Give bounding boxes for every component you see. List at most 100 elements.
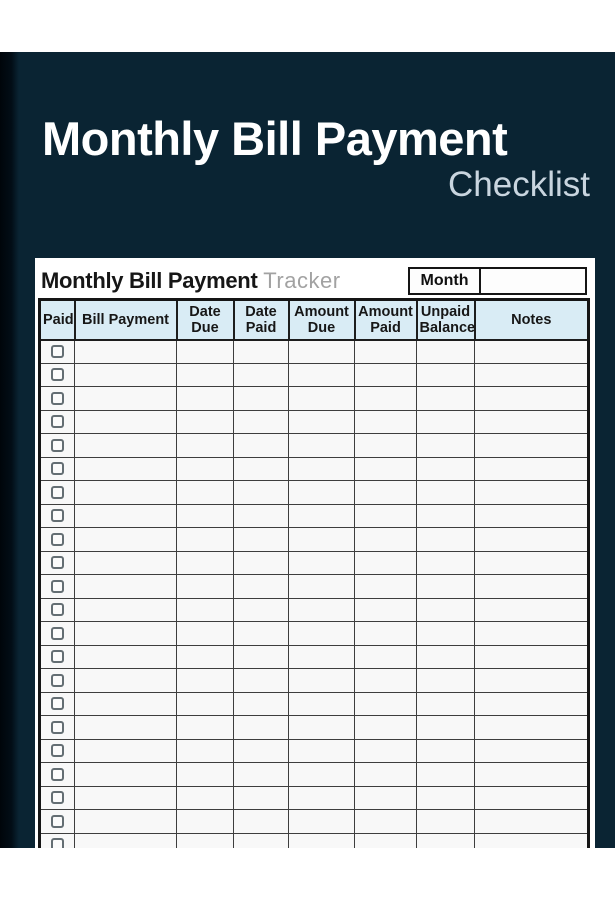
cell-notes[interactable] <box>474 550 589 575</box>
cell-bill-payment[interactable] <box>74 832 177 848</box>
cell-amount-due[interactable] <box>288 762 355 787</box>
cell-date-paid[interactable] <box>233 809 289 834</box>
cell-date-due[interactable] <box>176 644 234 669</box>
cell-notes[interactable] <box>474 362 589 387</box>
cell-amount-due[interactable] <box>288 738 355 763</box>
cell-date-due[interactable] <box>176 550 234 575</box>
cell-notes[interactable] <box>474 738 589 763</box>
cell-unpaid-balance[interactable] <box>416 715 475 740</box>
cell-amount-due[interactable] <box>288 362 355 387</box>
cell-bill-payment[interactable] <box>74 644 177 669</box>
cell-amount-due[interactable] <box>288 550 355 575</box>
cell-bill-payment[interactable] <box>74 597 177 622</box>
cell-unpaid-balance[interactable] <box>416 433 475 458</box>
cell-amount-due[interactable] <box>288 409 355 434</box>
cell-unpaid-balance[interactable] <box>416 456 475 481</box>
cell-amount-due[interactable] <box>288 715 355 740</box>
cell-notes[interactable] <box>474 386 589 411</box>
cell-unpaid-balance[interactable] <box>416 762 475 787</box>
cell-amount-paid[interactable] <box>354 550 417 575</box>
cell-notes[interactable] <box>474 480 589 505</box>
cell-bill-payment[interactable] <box>74 503 177 528</box>
cell-notes[interactable] <box>474 527 589 552</box>
cell-unpaid-balance[interactable] <box>416 668 475 693</box>
cell-amount-due[interactable] <box>288 574 355 599</box>
cell-notes[interactable] <box>474 503 589 528</box>
paid-checkbox[interactable] <box>51 345 64 358</box>
paid-checkbox[interactable] <box>51 579 64 593</box>
paid-checkbox[interactable] <box>51 650 64 664</box>
cell-date-due[interactable] <box>176 597 234 622</box>
cell-unpaid-balance[interactable] <box>416 503 475 528</box>
cell-amount-paid[interactable] <box>354 715 417 740</box>
cell-notes[interactable] <box>474 668 589 693</box>
cell-date-paid[interactable] <box>233 715 289 740</box>
cell-date-paid[interactable] <box>233 550 289 575</box>
cell-amount-paid[interactable] <box>354 527 417 552</box>
cell-amount-due[interactable] <box>288 597 355 622</box>
cell-notes[interactable] <box>474 832 589 848</box>
cell-date-paid[interactable] <box>233 433 289 458</box>
cell-date-paid[interactable] <box>233 597 289 622</box>
paid-checkbox[interactable] <box>51 391 64 405</box>
cell-unpaid-balance[interactable] <box>416 621 475 646</box>
cell-date-paid[interactable] <box>233 503 289 528</box>
cell-date-due[interactable] <box>176 832 234 848</box>
cell-bill-payment[interactable] <box>74 527 177 552</box>
cell-date-paid[interactable] <box>233 574 289 599</box>
cell-unpaid-balance[interactable] <box>416 809 475 834</box>
cell-bill-payment[interactable] <box>74 409 177 434</box>
cell-bill-payment[interactable] <box>74 433 177 458</box>
cell-amount-due[interactable] <box>288 785 355 810</box>
cell-date-due[interactable] <box>176 809 234 834</box>
cell-unpaid-balance[interactable] <box>416 597 475 622</box>
cell-amount-paid[interactable] <box>354 362 417 387</box>
paid-checkbox[interactable] <box>51 791 64 805</box>
cell-amount-paid[interactable] <box>354 409 417 434</box>
cell-date-paid[interactable] <box>233 762 289 787</box>
cell-date-paid[interactable] <box>233 409 289 434</box>
cell-notes[interactable] <box>474 456 589 481</box>
cell-notes[interactable] <box>474 621 589 646</box>
cell-bill-payment[interactable] <box>74 362 177 387</box>
cell-date-paid[interactable] <box>233 527 289 552</box>
cell-amount-due[interactable] <box>288 503 355 528</box>
cell-date-paid[interactable] <box>233 785 289 810</box>
cell-date-paid[interactable] <box>233 668 289 693</box>
cell-amount-paid[interactable] <box>354 738 417 763</box>
cell-bill-payment[interactable] <box>74 480 177 505</box>
cell-unpaid-balance[interactable] <box>416 362 475 387</box>
cell-amount-paid[interactable] <box>354 762 417 787</box>
cell-bill-payment[interactable] <box>74 668 177 693</box>
cell-bill-payment[interactable] <box>74 456 177 481</box>
cell-date-paid[interactable] <box>233 339 289 364</box>
cell-date-due[interactable] <box>176 362 234 387</box>
cell-date-due[interactable] <box>176 762 234 787</box>
cell-date-due[interactable] <box>176 409 234 434</box>
cell-amount-paid[interactable] <box>354 480 417 505</box>
paid-checkbox[interactable] <box>51 814 64 828</box>
cell-notes[interactable] <box>474 691 589 716</box>
cell-amount-paid[interactable] <box>354 621 417 646</box>
cell-bill-payment[interactable] <box>74 785 177 810</box>
paid-checkbox[interactable] <box>51 415 64 429</box>
cell-bill-payment[interactable] <box>74 691 177 716</box>
cell-amount-paid[interactable] <box>354 597 417 622</box>
cell-unpaid-balance[interactable] <box>416 785 475 810</box>
cell-date-due[interactable] <box>176 527 234 552</box>
cell-amount-due[interactable] <box>288 809 355 834</box>
cell-bill-payment[interactable] <box>74 809 177 834</box>
cell-amount-due[interactable] <box>288 433 355 458</box>
paid-checkbox[interactable] <box>51 462 64 476</box>
cell-date-paid[interactable] <box>233 691 289 716</box>
cell-notes[interactable] <box>474 597 589 622</box>
cell-date-due[interactable] <box>176 503 234 528</box>
cell-date-paid[interactable] <box>233 456 289 481</box>
paid-checkbox[interactable] <box>51 673 64 687</box>
cell-amount-due[interactable] <box>288 832 355 848</box>
cell-amount-due[interactable] <box>288 621 355 646</box>
cell-unpaid-balance[interactable] <box>416 386 475 411</box>
cell-bill-payment[interactable] <box>74 738 177 763</box>
paid-checkbox[interactable] <box>51 368 64 382</box>
cell-date-paid[interactable] <box>233 832 289 848</box>
